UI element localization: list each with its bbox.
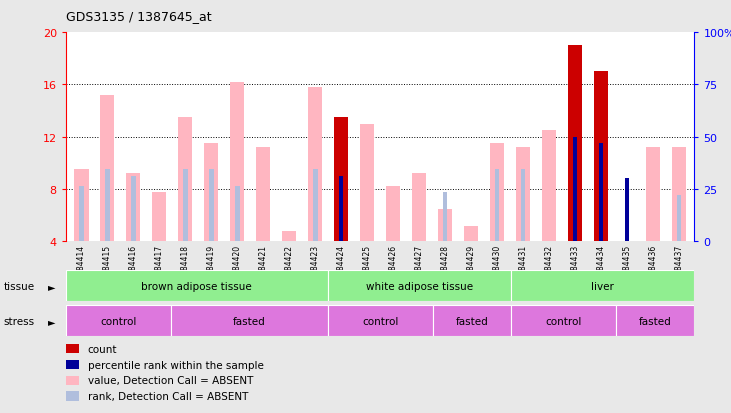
Text: GDS3135 / 1387645_at: GDS3135 / 1387645_at bbox=[66, 10, 211, 23]
Text: rank, Detection Call = ABSENT: rank, Detection Call = ABSENT bbox=[88, 391, 248, 401]
Text: white adipose tissue: white adipose tissue bbox=[366, 281, 473, 291]
Bar bbox=[495, 170, 499, 242]
Bar bbox=[79, 187, 84, 242]
Bar bbox=[645, 148, 660, 242]
Bar bbox=[327, 271, 511, 301]
Bar bbox=[204, 144, 219, 242]
Text: fasted: fasted bbox=[639, 316, 672, 326]
Bar bbox=[100, 96, 115, 242]
Text: stress: stress bbox=[4, 316, 35, 326]
Bar bbox=[520, 170, 526, 242]
Bar bbox=[490, 144, 504, 242]
Bar bbox=[313, 170, 317, 242]
Text: percentile rank within the sample: percentile rank within the sample bbox=[88, 360, 264, 370]
Text: fasted: fasted bbox=[455, 316, 488, 326]
Bar bbox=[464, 226, 478, 242]
Text: ►: ► bbox=[48, 281, 55, 291]
Bar bbox=[256, 148, 270, 242]
Bar bbox=[672, 148, 686, 242]
Bar bbox=[338, 176, 344, 242]
Bar bbox=[676, 196, 681, 242]
Bar bbox=[334, 118, 348, 242]
Text: ►: ► bbox=[48, 316, 55, 326]
Bar bbox=[282, 231, 296, 242]
Bar bbox=[183, 170, 188, 242]
Bar bbox=[516, 148, 530, 242]
Bar bbox=[66, 306, 170, 337]
Bar bbox=[327, 306, 433, 337]
Bar bbox=[170, 306, 327, 337]
Bar bbox=[209, 170, 213, 242]
Bar bbox=[438, 209, 452, 242]
Text: brown adipose tissue: brown adipose tissue bbox=[141, 281, 252, 291]
Bar bbox=[308, 88, 322, 242]
Bar bbox=[511, 306, 616, 337]
Bar bbox=[594, 72, 608, 242]
Bar bbox=[412, 174, 426, 242]
Text: tissue: tissue bbox=[4, 281, 35, 291]
Bar bbox=[235, 187, 240, 242]
Bar bbox=[386, 187, 401, 242]
Bar bbox=[152, 192, 167, 242]
Text: control: control bbox=[100, 316, 137, 326]
Bar bbox=[443, 192, 447, 242]
Text: value, Detection Call = ABSENT: value, Detection Call = ABSENT bbox=[88, 375, 253, 385]
Bar bbox=[230, 83, 244, 242]
Bar bbox=[572, 137, 577, 242]
Text: liver: liver bbox=[591, 281, 614, 291]
Text: fasted: fasted bbox=[232, 316, 265, 326]
Bar bbox=[511, 271, 694, 301]
Bar bbox=[542, 131, 556, 242]
Bar bbox=[568, 46, 582, 242]
Bar bbox=[624, 179, 629, 242]
Bar bbox=[616, 306, 694, 337]
Bar bbox=[334, 118, 348, 242]
Bar bbox=[75, 170, 88, 242]
Bar bbox=[599, 144, 603, 242]
Bar bbox=[66, 271, 327, 301]
Text: count: count bbox=[88, 344, 117, 354]
Text: control: control bbox=[545, 316, 582, 326]
Bar bbox=[131, 176, 136, 242]
Bar bbox=[105, 170, 110, 242]
Bar bbox=[360, 124, 374, 242]
Text: control: control bbox=[362, 316, 398, 326]
Bar bbox=[433, 306, 511, 337]
Bar bbox=[126, 174, 140, 242]
Bar bbox=[178, 118, 192, 242]
